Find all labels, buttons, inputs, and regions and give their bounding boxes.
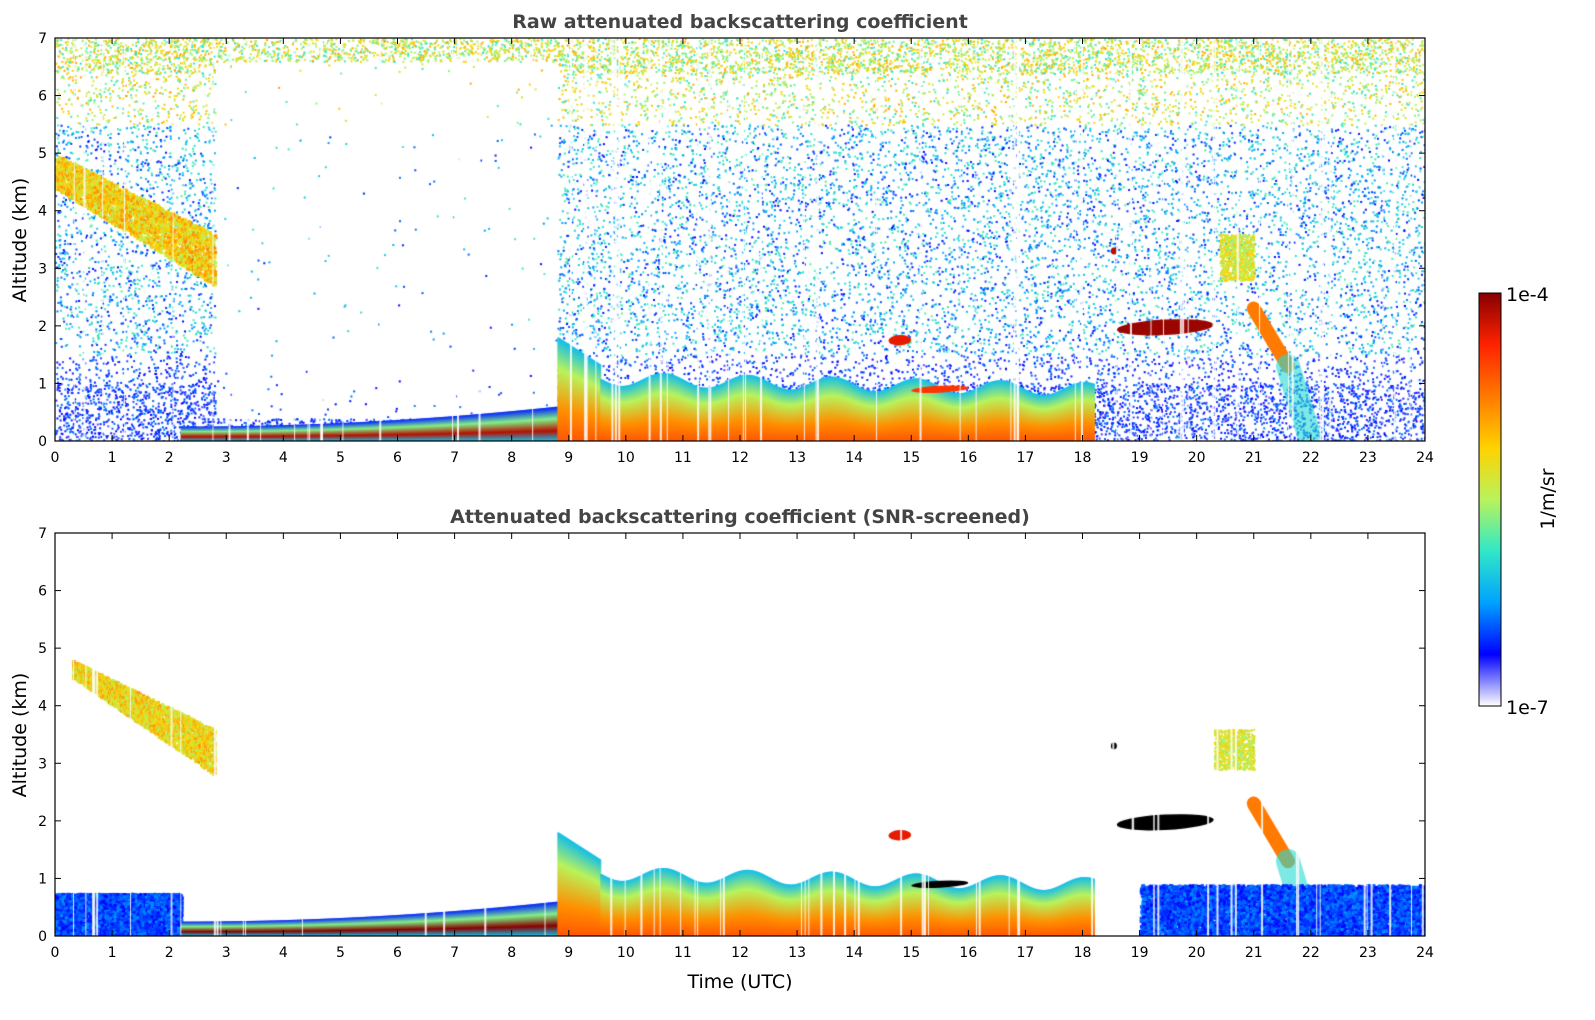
screened-y-axis-label: Altitude (km) xyxy=(9,673,31,798)
x-tick-label: 10 xyxy=(617,450,635,466)
x-tick-label: 7 xyxy=(450,450,459,466)
x-tick-label: 9 xyxy=(564,450,573,466)
x-tick-label: 6 xyxy=(393,945,402,961)
x-tick-label: 11 xyxy=(674,450,692,466)
y-tick-label: 5 xyxy=(38,641,47,657)
x-tick-label: 9 xyxy=(564,945,573,961)
x-tick-label: 15 xyxy=(902,450,920,466)
x-tick-label: 24 xyxy=(1416,450,1434,466)
x-tick-label: 17 xyxy=(1017,450,1035,466)
y-tick-label: 2 xyxy=(38,319,47,335)
x-tick-label: 23 xyxy=(1359,450,1377,466)
x-axis-label: Time (UTC) xyxy=(686,971,792,993)
x-tick-label: 13 xyxy=(788,450,806,466)
y-tick-label: 6 xyxy=(38,584,47,600)
x-tick-label: 20 xyxy=(1188,450,1206,466)
y-tick-label: 3 xyxy=(38,756,47,772)
raw-heatmap xyxy=(55,38,1425,441)
colorbar-max-label: 1e-4 xyxy=(1506,284,1549,306)
x-tick-label: 19 xyxy=(1131,945,1149,961)
y-tick-label: 1 xyxy=(38,871,47,887)
x-tick-label: 22 xyxy=(1302,450,1320,466)
colorbar-gradient xyxy=(1478,292,1502,707)
x-tick-label: 14 xyxy=(845,945,863,961)
x-tick-label: 20 xyxy=(1188,945,1206,961)
heatmap-raster xyxy=(55,533,1425,936)
y-tick-label: 0 xyxy=(38,434,47,450)
x-tick-label: 6 xyxy=(393,450,402,466)
x-tick-label: 18 xyxy=(1074,450,1092,466)
x-tick-label: 2 xyxy=(165,450,174,466)
y-tick-label: 4 xyxy=(38,204,47,220)
x-tick-label: 8 xyxy=(507,945,516,961)
x-tick-label: 18 xyxy=(1074,945,1092,961)
y-tick-label: 7 xyxy=(38,526,47,542)
screened-heatmap xyxy=(55,533,1425,936)
x-tick-label: 19 xyxy=(1131,450,1149,466)
colorbar-min-label: 1e-7 xyxy=(1506,697,1549,719)
x-tick-label: 17 xyxy=(1017,945,1035,961)
x-tick-label: 16 xyxy=(959,450,977,466)
x-tick-label: 1 xyxy=(108,450,117,466)
y-tick-label: 7 xyxy=(38,31,47,47)
x-tick-label: 4 xyxy=(279,945,288,961)
raw-panel-title: Raw attenuated backscattering coefficien… xyxy=(512,11,968,33)
y-tick-label: 5 xyxy=(38,146,47,162)
x-tick-label: 8 xyxy=(507,450,516,466)
x-tick-label: 12 xyxy=(731,450,749,466)
x-tick-label: 10 xyxy=(617,945,635,961)
x-tick-label: 16 xyxy=(959,945,977,961)
y-tick-label: 4 xyxy=(38,699,47,715)
x-tick-label: 1 xyxy=(108,945,117,961)
y-tick-label: 3 xyxy=(38,261,47,277)
colorbar-unit-label: 1/m/sr xyxy=(1537,468,1559,529)
raw-y-axis: 0 1 2 3 4 5 6 7 xyxy=(38,31,1425,450)
x-tick-label: 0 xyxy=(51,945,60,961)
x-tick-label: 21 xyxy=(1245,450,1263,466)
y-tick-label: 0 xyxy=(38,929,47,945)
x-tick-label: 3 xyxy=(222,450,231,466)
screened-x-axis: 0 1 2 3 4 5 6 7 8 9 10 11 12 13 14 15 16 17 18 19 20 21 22 23 24 xyxy=(51,533,1434,961)
x-tick-label: 14 xyxy=(845,450,863,466)
screened-y-axis: 0 1 2 3 4 5 6 7 xyxy=(38,526,1425,945)
x-tick-label: 21 xyxy=(1245,945,1263,961)
y-tick-label: 2 xyxy=(38,814,47,830)
screened-backscatter-panel: Attenuated backscattering coefficient (S… xyxy=(9,506,1434,993)
x-tick-label: 22 xyxy=(1302,945,1320,961)
x-tick-label: 23 xyxy=(1359,945,1377,961)
x-tick-label: 2 xyxy=(165,945,174,961)
raw-y-axis-label: Altitude (km) xyxy=(9,178,31,303)
x-tick-label: 24 xyxy=(1416,945,1434,961)
screened-panel-title: Attenuated backscattering coefficient (S… xyxy=(450,506,1030,528)
x-tick-label: 5 xyxy=(336,945,345,961)
y-tick-label: 1 xyxy=(38,376,47,392)
x-tick-label: 4 xyxy=(279,450,288,466)
x-tick-label: 13 xyxy=(788,945,806,961)
x-tick-label: 3 xyxy=(222,945,231,961)
x-tick-label: 5 xyxy=(336,450,345,466)
y-tick-label: 6 xyxy=(38,89,47,105)
x-tick-label: 0 xyxy=(51,450,60,466)
raw-backscatter-panel: Raw attenuated backscattering coefficien… xyxy=(9,11,1434,466)
x-tick-label: 11 xyxy=(674,945,692,961)
raw-x-axis: 0 1 2 3 4 5 6 7 8 9 10 11 12 13 14 15 16 17 18 19 20 21 22 23 24 xyxy=(51,38,1434,466)
heatmap-raster xyxy=(55,38,1425,441)
colorbar: 1e-4 1e-7 1/m/sr xyxy=(1478,284,1559,719)
x-tick-label: 12 xyxy=(731,945,749,961)
x-tick-label: 7 xyxy=(450,945,459,961)
x-tick-label: 15 xyxy=(902,945,920,961)
